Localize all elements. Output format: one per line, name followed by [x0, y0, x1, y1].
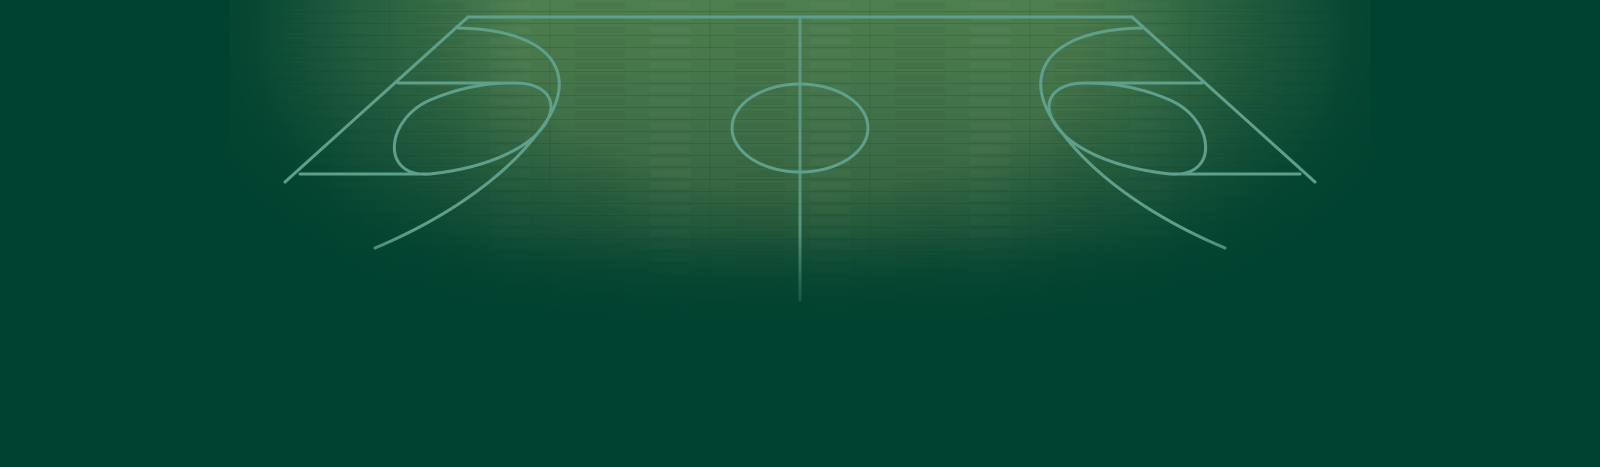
right-lane-arc: [1047, 81, 1208, 176]
center-circle: [730, 82, 870, 174]
left-three-point-arc: [373, 26, 561, 250]
right-three-point-arc: [1039, 26, 1227, 250]
right-sideline: [1130, 15, 1317, 184]
left-lane-arc: [392, 81, 553, 176]
left-sideline: [283, 15, 470, 184]
